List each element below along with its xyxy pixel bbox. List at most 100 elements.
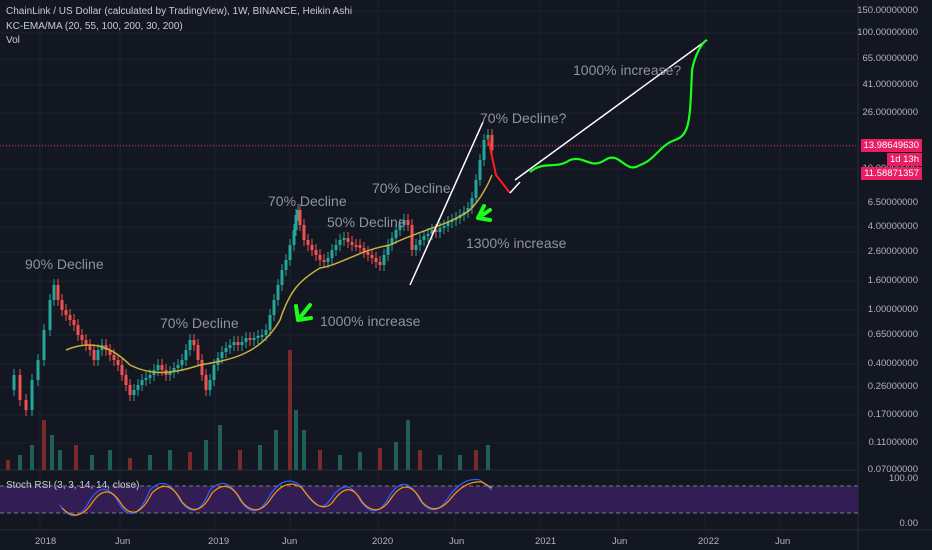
candle-body (116, 360, 120, 365)
candle-body (434, 230, 438, 232)
candle-body (140, 380, 144, 385)
volume-bar (108, 450, 112, 470)
candle-body (232, 342, 236, 345)
volume-bar (204, 440, 208, 470)
volume-bar (378, 448, 382, 470)
indicator-kc-ema[interactable]: KC-EMA/MA (20, 55, 100, 200, 30, 200) (6, 21, 183, 32)
candle-body (88, 345, 92, 350)
candle-body (176, 365, 180, 368)
candle-body (398, 225, 402, 230)
candle-body (338, 240, 342, 245)
candle-body (52, 285, 56, 300)
candle-body (36, 360, 40, 380)
candle-body (188, 340, 192, 350)
candle-body (172, 368, 176, 372)
candle-body (276, 285, 280, 300)
candle-body (260, 335, 264, 337)
time-axis-label: 2021 (535, 536, 557, 547)
volume-bar (358, 452, 362, 470)
time-axis-label: 2018 (35, 536, 57, 547)
candle-body (466, 208, 470, 212)
candle-body (60, 300, 64, 310)
candle-body (390, 238, 394, 245)
red-projection (487, 137, 511, 194)
volume-bar (302, 430, 306, 470)
volume-bar (258, 445, 262, 470)
candle-body (108, 350, 112, 355)
candle-body (132, 390, 136, 395)
candle-body (322, 260, 326, 262)
green-projection-path (529, 38, 708, 173)
candle-body (490, 135, 494, 150)
annotation-1000-increase-question: 1000% increase? (573, 62, 682, 78)
candle-body (292, 230, 296, 245)
ma-line (65, 174, 493, 374)
candle-body (196, 345, 200, 360)
price-axis-label: 4.00000000 (867, 221, 918, 232)
volume-bar (18, 455, 22, 470)
price-axis-label: 65.00000000 (862, 53, 918, 64)
candle-body (326, 258, 330, 262)
trend-line-target (514, 39, 708, 181)
candle-body (410, 225, 414, 250)
time-axis-label: 2022 (698, 536, 720, 547)
candle-body (68, 315, 72, 320)
candle-body (212, 365, 216, 380)
candle-body (296, 210, 300, 215)
candle-body (228, 345, 232, 348)
candle-body (208, 380, 212, 390)
candle-body (268, 315, 272, 330)
stoch-rsi-title[interactable]: Stoch RSI (3, 3, 14, 14, close) (6, 480, 140, 491)
candle-body (220, 352, 224, 358)
candle-body (96, 350, 100, 360)
candle-body (184, 350, 188, 360)
candle-body (342, 238, 346, 240)
candle-body (358, 245, 362, 248)
annotation-1000-increase: 1000% increase (320, 313, 421, 329)
volume-bar (288, 350, 292, 470)
annotation-50-decline: 50% Decline (327, 214, 406, 230)
candle-body (30, 380, 34, 410)
volume-bar (42, 420, 46, 470)
candle-body (446, 222, 450, 226)
price-axis-label: 0.17000000 (867, 409, 918, 420)
volume-bar (168, 450, 172, 470)
annotation-70-decline-question: 70% Decline? (480, 110, 567, 126)
arrow-1300-increase (476, 204, 492, 222)
candle-body (200, 360, 204, 375)
price-axis-label: 0.40000000 (867, 358, 918, 369)
volume-bar (128, 458, 132, 470)
candle-body (72, 320, 76, 325)
candle-body (288, 245, 292, 260)
volume-bar (418, 450, 422, 470)
candle-body (418, 240, 422, 245)
candle-body (144, 378, 148, 380)
price-axis-label: 1.60000000 (867, 275, 918, 286)
candle-body (136, 385, 140, 390)
price-axis-label: 100.00000000 (857, 27, 918, 38)
volume-bar (6, 460, 10, 470)
volume-bar (90, 455, 94, 470)
candle-body (334, 245, 338, 250)
candle-body (92, 350, 96, 360)
time-axis-label: Jun (282, 536, 298, 547)
candle-body (486, 135, 490, 140)
candle-body (284, 260, 288, 270)
candle-body (236, 342, 240, 345)
volume-bar (486, 445, 490, 470)
candle-body (248, 338, 252, 340)
price-axis-label: 0.07000000 (867, 464, 918, 475)
candle-body (362, 248, 366, 252)
time-axis-label: Jun (612, 536, 628, 547)
candle-body (382, 255, 386, 265)
candle-body (256, 336, 260, 338)
annotation-90-decline: 90% Decline (25, 256, 104, 272)
time-axis-label: Jun (775, 536, 791, 547)
candle-body (272, 300, 276, 315)
indicator-vol[interactable]: Vol (6, 35, 20, 46)
projection-connector (509, 181, 521, 194)
countdown-tag: 1d 13h (886, 153, 922, 166)
volume-bar (338, 455, 342, 470)
